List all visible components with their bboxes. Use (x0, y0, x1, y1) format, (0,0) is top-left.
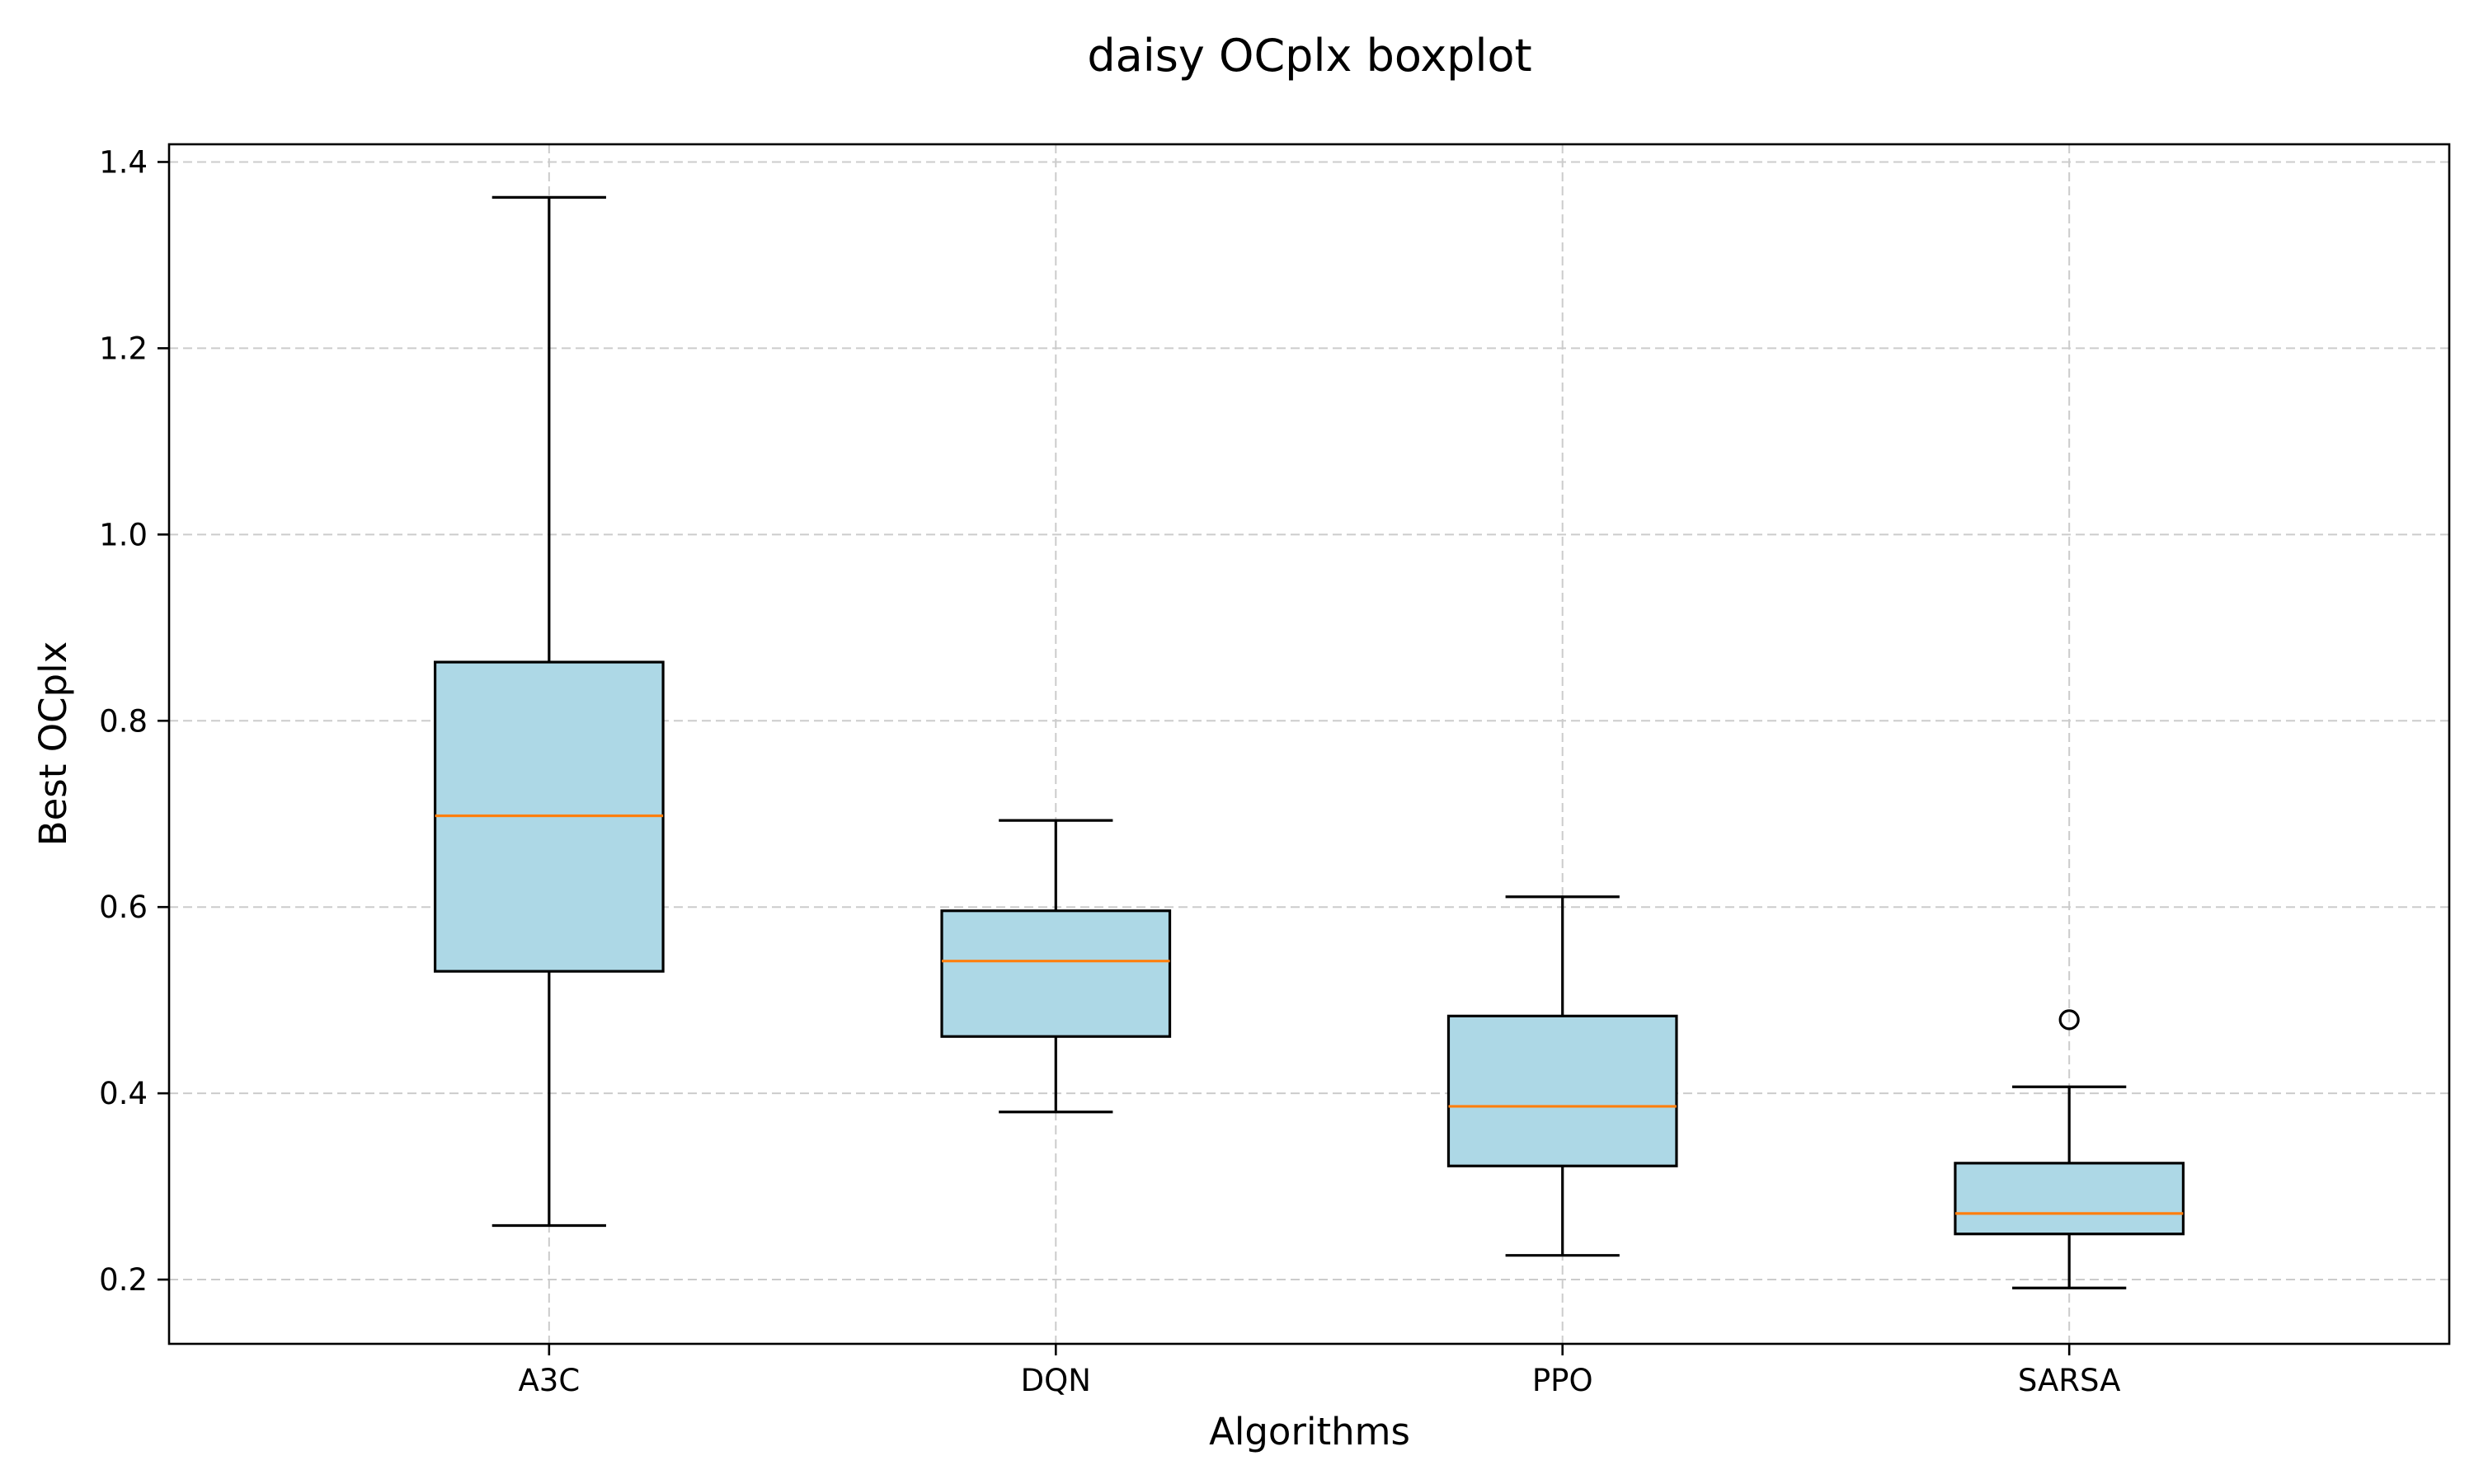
chart-title: daisy OCplx boxplot (1087, 30, 1531, 82)
y-tick-label: 1.2 (99, 331, 148, 366)
box-body (1446, 1014, 1678, 1167)
y-axis-label: Best OCplx (31, 641, 75, 847)
y-tick-label: 1.4 (99, 144, 148, 180)
y-tick-label: 0.8 (99, 703, 148, 739)
box-dqn (940, 819, 1172, 1114)
x-tick-label: DQN (1021, 1363, 1091, 1398)
x-axis-label: Algorithms (1209, 1410, 1410, 1453)
x-tick-label: PPO (1532, 1363, 1593, 1398)
y-tick-label: 0.2 (99, 1262, 148, 1298)
y-tick-label: 0.6 (99, 890, 148, 925)
y-tick-label: 1.0 (99, 517, 148, 552)
box-body (1954, 1162, 2185, 1236)
y-axis: 0.2 0.4 0.6 0.8 1.0 1.2 1.4 (99, 144, 169, 1298)
box-body (940, 909, 1172, 1038)
box-sarsa (1954, 1009, 2185, 1289)
boxes (433, 195, 2185, 1289)
x-tick-label: A3C (518, 1363, 580, 1398)
box-ppo (1446, 895, 1678, 1257)
box-a3c (433, 195, 665, 1228)
y-tick-label: 0.4 (99, 1076, 148, 1111)
x-tick-label: SARSA (2018, 1363, 2121, 1398)
plot-area (167, 143, 2451, 1345)
outlier-point (2058, 1009, 2080, 1031)
x-axis: A3C DQN PPO SARSA (518, 1344, 2121, 1398)
